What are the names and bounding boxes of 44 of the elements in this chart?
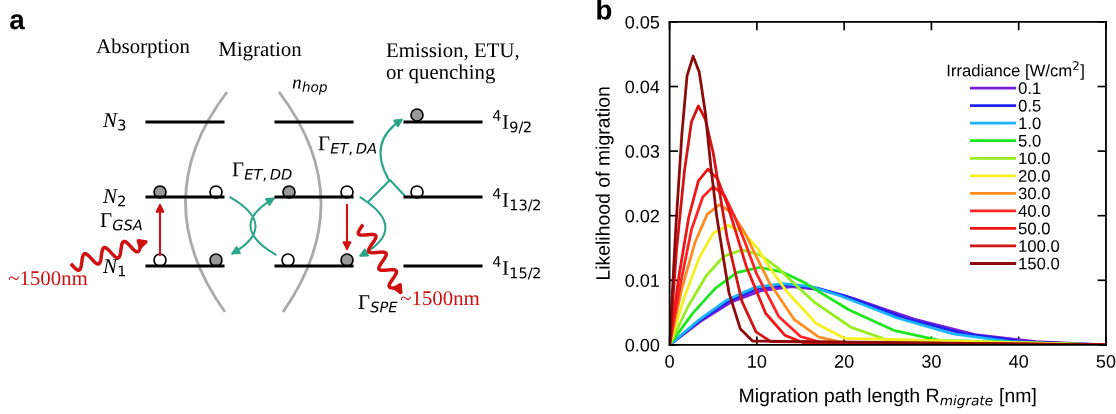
text: a: [10, 14, 25, 30]
legend-label: 0.5: [1018, 99, 1041, 112]
text: N$_{3}$: [102, 113, 126, 131]
text: N$_{2}$: [102, 189, 125, 207]
legend-label: 30.0: [1018, 187, 1050, 200]
y-tick-label: 0.04: [625, 80, 660, 94]
chart-title: b: [597, 0, 612, 20]
text: Emission, ETU, or quenching: [386, 43, 519, 84]
text: Γ$_{SPE}$: [358, 295, 398, 313]
legend-label: 10.0: [1019, 152, 1050, 165]
text: Γ$_{ET,DA}$: [318, 136, 377, 156]
x-tick-label: 10: [748, 355, 767, 368]
text: Migration: [218, 42, 302, 61]
legend-label: 1.0: [1019, 117, 1041, 130]
x-tick-label: 40: [1009, 355, 1029, 368]
text: ~1500nm: [400, 291, 480, 306]
legend-label: 0.1: [1018, 82, 1041, 95]
y-tick-label: 0.03: [625, 145, 660, 158]
x-tick-label: 30: [922, 355, 941, 368]
x-axis-title: Migration path length R$_{migrate}$ [nm]: [740, 388, 1036, 409]
legend-label: 50.0: [1018, 222, 1050, 235]
text: $^{4}$I$_{15/2}$: [492, 256, 540, 280]
text: ~1500nm: [8, 271, 88, 286]
legend-label: 5.0: [1018, 134, 1041, 147]
text: n$_{hop}$: [292, 79, 327, 95]
legend-label: 100.0: [1019, 240, 1060, 252]
y-tick-label: 0.01: [625, 274, 659, 287]
legend-label: 20.0: [1018, 170, 1050, 182]
legend-label: 150.0: [1019, 257, 1060, 270]
legend-title: Irradiance [W/cm$^{2}$]: [947, 61, 1084, 80]
text: Absorption: [96, 38, 190, 58]
y-axis-title: Likelihood of migration: [595, 87, 614, 280]
text: $^{4}$I$_{13/2}$: [492, 188, 540, 212]
text: Γ$_{ET,DD}$: [232, 162, 292, 182]
x-tick-label: 20: [835, 355, 854, 368]
text: Γ$_{GSA}$: [100, 213, 142, 231]
legend-label: 40.0: [1018, 205, 1050, 217]
y-tick-label: 0.00: [625, 338, 660, 352]
x-tick-label: 0: [665, 355, 674, 368]
y-tick-label: 0.05: [625, 15, 660, 29]
y-tick-label: 0.02: [625, 209, 659, 223]
text: N$_{1}$: [102, 259, 126, 277]
x-tick-label: 50: [1096, 355, 1116, 368]
text: $^{4}$I$_{9/2}$: [492, 110, 531, 134]
